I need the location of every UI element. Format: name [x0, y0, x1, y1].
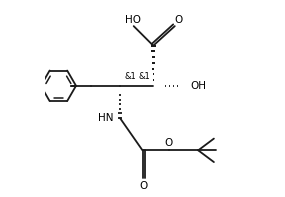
Text: O: O [175, 15, 183, 25]
Text: &1: &1 [125, 72, 137, 81]
Text: HO: HO [125, 15, 141, 25]
Text: HN: HN [98, 113, 113, 123]
Text: O: O [165, 138, 173, 148]
Text: OH: OH [190, 81, 206, 91]
Text: &1: &1 [139, 72, 150, 81]
Text: O: O [139, 180, 148, 190]
